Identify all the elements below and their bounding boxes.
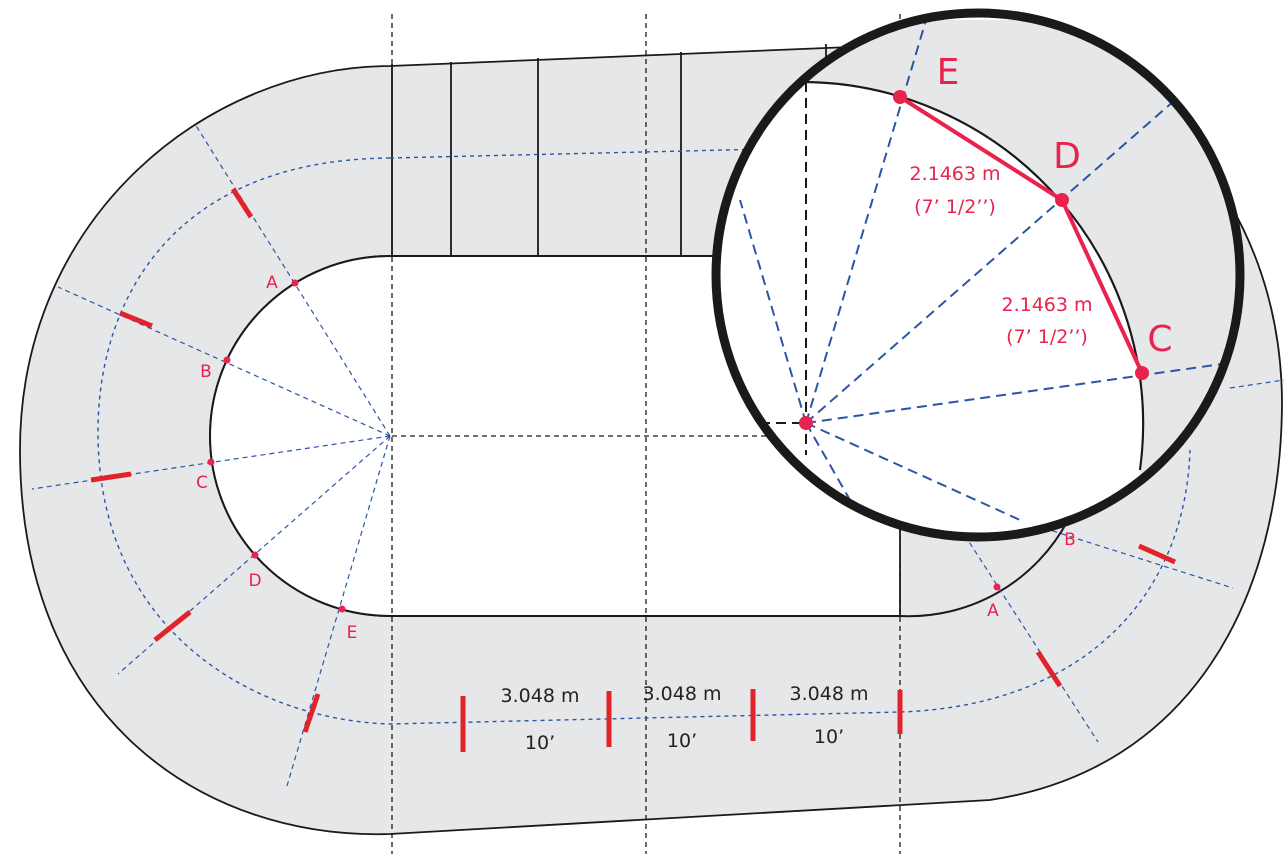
zoom-chord-line [898,95,1064,202]
segment-imperial-label: 10’ [814,726,844,748]
point-marker [291,279,299,287]
zoom-point-label: C [1147,319,1172,360]
track-centre-line [97,147,1191,725]
point-marker [993,583,1001,591]
zoom-chord-metric-label: 2.1463 m [909,163,1000,185]
zoom-point-label: D [1053,136,1081,177]
right-inner-points: AB [987,530,1076,621]
zoom-track-band [716,20,1240,537]
zoom-chords [898,95,1144,374]
zoom-points: E D C [799,52,1173,430]
segment-metric-label: 3.048 m [501,685,580,707]
point-label: A [987,601,999,621]
segment-imperial-label: 10’ [525,732,555,754]
zoom-radial-lines [739,13,1240,521]
zoom-point-marker [1055,193,1069,207]
point-label: C [196,473,208,493]
zoom-centre-point [799,416,813,430]
tick-mark [1035,650,1063,688]
tick-mark [90,471,132,483]
tick-marks [90,187,1177,752]
zoom-point-marker [893,90,907,104]
segment-metric-label: 3.048 m [790,683,869,705]
point-label: B [200,362,212,382]
zoom-chord-imperial-label: (7’ 1/2’’) [914,196,996,218]
point-label: D [248,571,261,591]
point-marker [223,356,231,364]
point-label: E [347,623,358,643]
point-marker [251,551,259,559]
zoom-point-label: E [937,52,960,93]
zoom-point-marker [1135,366,1149,380]
zoom-chord-line [1060,199,1144,374]
zoom-inset: E D C 2.1463 m (7’ 1/2’’) 2.1463 m (7’ 1/2’’) [711,8,1245,542]
right-radial-lines [954,379,1284,743]
zoom-border [711,8,1245,542]
zoom-reference-lines [760,50,807,455]
segment-metric-label: 3.048 m [643,683,722,705]
point-marker [207,458,215,466]
point-marker [338,605,346,613]
zoom-chord-imperial-label: (7’ 1/2’’) [1006,326,1088,348]
point-label: B [1064,530,1076,550]
point-label: A [266,273,278,293]
tick-mark [302,693,321,733]
tick-mark [153,610,192,642]
tick-mark [119,310,153,329]
zoom-chord-metric-label: 2.1463 m [1001,294,1092,316]
zoom-chord-labels: 2.1463 m (7’ 1/2’’) 2.1463 m (7’ 1/2’’) [909,163,1092,348]
segment-distance-labels: 3.048 m 10’ 3.048 m 10’ 3.048 m 10’ [501,683,869,754]
tick-mark [230,187,254,219]
left-inner-points: A B C D E [196,273,357,643]
segment-imperial-label: 10’ [667,730,697,752]
tick-mark [1137,543,1177,565]
